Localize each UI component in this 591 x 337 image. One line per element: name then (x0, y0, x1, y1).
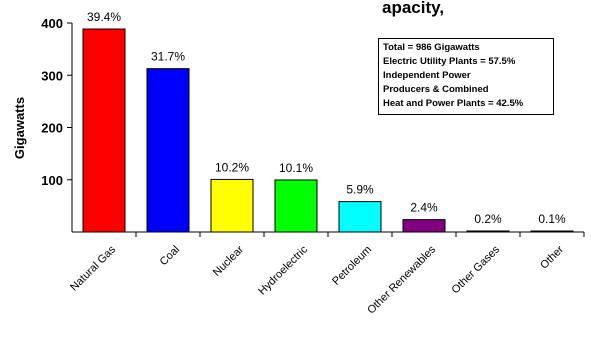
x-tick-label: Natural Gas (68, 243, 118, 293)
annotation-line-independent: Independent Power (383, 70, 471, 81)
data-label: 39.4% (87, 10, 121, 24)
bar-coal (146, 68, 190, 233)
data-label: 2.4% (410, 201, 438, 215)
annotation-line-heat-power: Heat and Power Plants = 42.5% (383, 98, 524, 109)
y-tick-label: 200 (41, 121, 63, 136)
y-axis: 100 200 300 400 (41, 16, 73, 232)
bar-hydroelectric (274, 179, 318, 233)
chart-title-fragment: apacity, (382, 0, 444, 17)
data-label: 0.1% (538, 212, 566, 226)
bar-natural-gas (82, 28, 126, 233)
y-tick-label: 300 (41, 68, 63, 83)
bar-other-renewables (402, 219, 446, 233)
y-axis-label: Gigawatts (12, 97, 27, 159)
x-tick-label: Other Renewables (365, 243, 438, 316)
annotation-line-producers: Producers & Combined (383, 84, 489, 95)
x-axis: Natural Gas Coal Nuclear Hydroelectric Petro… (68, 231, 585, 317)
data-label: 10.2% (215, 160, 249, 174)
x-tick-label: Petroleum (330, 244, 374, 288)
data-labels-group: 39.4% 31.7% 10.2% 10.1% 5.9% 2.4% 0.2% 0.1% (87, 10, 566, 226)
bar-nuclear (210, 178, 254, 233)
annotation-line-total: Total = 986 Gigawatts (383, 42, 480, 53)
chart-title: apacity, (382, 0, 444, 17)
x-tick-label: Coal (158, 244, 182, 268)
annotation-line-utility: Electric Utility Plants = 57.5% (383, 56, 516, 67)
x-tick-label: Other (538, 243, 566, 271)
data-label: 31.7% (151, 50, 185, 64)
y-tick-label: 100 (41, 173, 63, 188)
data-label: 10.1% (279, 161, 313, 175)
data-label: 5.9% (346, 183, 374, 197)
data-label: 0.2% (474, 212, 502, 226)
bars-group (82, 28, 574, 233)
x-tick-label: Nuclear (211, 243, 247, 279)
x-tick-label: Hydroelectric (256, 243, 310, 297)
annotation-box: Total = 986 Gigawatts Electric Utility P… (378, 38, 554, 115)
bar-petroleum (338, 201, 382, 233)
x-tick-label: Other Gases (450, 243, 503, 296)
y-tick-label: 400 (41, 16, 63, 31)
